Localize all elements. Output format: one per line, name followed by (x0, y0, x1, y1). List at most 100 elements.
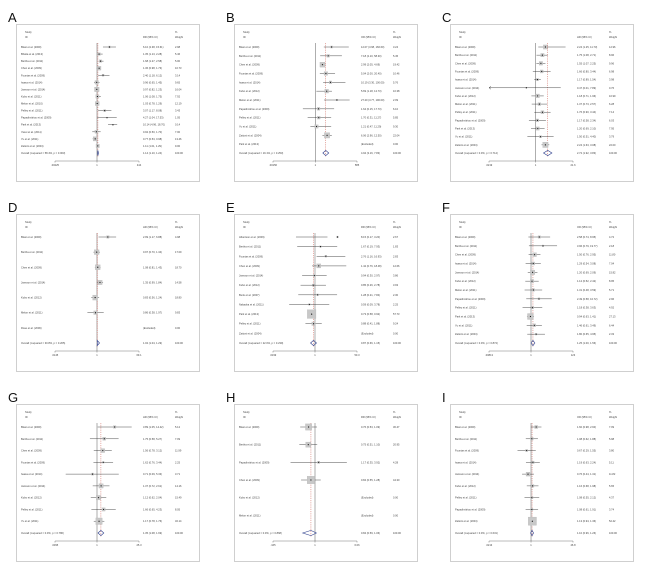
effect-ci-label: 0.73 (0.58, 0.92) (361, 312, 380, 316)
study-label: Chen et al. (2009) (455, 253, 476, 257)
panel-letter: E (226, 200, 235, 215)
weight-label: 100.00 (175, 151, 183, 155)
study-label: Bhatia et al. (2013) (21, 52, 43, 56)
weight-label: 100.00 (175, 531, 183, 535)
effect-ci-label: 3.07 (1.17, 8.08) (143, 109, 162, 113)
point-estimate (329, 81, 332, 83)
point-estimate (102, 74, 104, 76)
weight-label: 14.58 (175, 280, 182, 284)
plot-frame: Study ID RR (95% CI)% Weight .0199 1 50.3 Alber… (234, 214, 418, 372)
point-estimate (94, 296, 96, 299)
header-id: ID (243, 35, 246, 39)
effect-ci-label: 3.96 (0.79, 19.77) (577, 244, 598, 248)
header-weight: Weight (609, 35, 617, 39)
effect-ci-label: 0.97 (0.82, 1.23) (143, 87, 162, 91)
panel-letter: H (226, 390, 236, 405)
weight-label: 100.00 (609, 151, 617, 155)
study-label: Jansson et al. (2014) (455, 270, 479, 274)
weight-label: 100.00 (609, 341, 617, 345)
axis-tick-label: 25.3 (136, 543, 142, 547)
study-label: Yu et al. (2011) (239, 125, 257, 129)
study-label: Melon et al. (2011) (21, 311, 43, 315)
header-id: ID (25, 35, 28, 39)
axis-tick-label: 444 (137, 163, 142, 167)
study-label: Jansson et al. (2014) (455, 472, 479, 476)
study-label: Rose et al. (2009) (21, 326, 42, 330)
panel-letter: D (8, 200, 18, 215)
effect-ci-label: 10.19 (3.30, 100.00) (361, 80, 384, 84)
study-label: Pelley et al. (2011) (455, 110, 477, 114)
effect-ci-label: 1.35 (0.99, 1.84) (143, 280, 162, 284)
study-label: Papadimitriou et al. (2009) (239, 107, 270, 111)
study-label: Iwasa et al. (2014) (455, 262, 476, 266)
study-label: Chen et al. (2009) (239, 63, 260, 67)
effect-ci-label: 10.14 (4.96, 18.70) (143, 123, 165, 127)
weight-label: 22.00 (609, 143, 616, 147)
effect-ci-label: (Excluded) (361, 513, 374, 517)
weight-label: 3.86 (393, 274, 399, 278)
weight-label: 7.00 (175, 130, 181, 134)
effect-ci-label: 0.76 (0.53, 1.09) (361, 425, 380, 429)
weight-label: 5.76 (393, 80, 399, 84)
overall-diamond (97, 529, 105, 537)
point-estimate (544, 46, 546, 48)
effect-ci-label: 1.02 (1.04, 1.29) (143, 341, 162, 345)
plot-frame: Study ID OR (95% CI)% Weight .0213 1 46.8 Blast… (450, 404, 634, 562)
weight-label: 2.25 (393, 302, 399, 306)
study-label: Zattoni et al. (2004) (455, 519, 478, 523)
study-label: Pelley et al. (2011) (21, 109, 43, 113)
study-label: Kubo et al. (2012) (239, 283, 260, 287)
weight-label: 0.00 (175, 326, 181, 330)
overall-diamond (310, 340, 317, 346)
effect-ci-label: 1.12 (0.62, 2.04) (143, 496, 162, 500)
effect-ci-label: 1.67 (0.19, 7.93) (361, 245, 380, 249)
effect-ci-label: 2.24 (1.63, 3.08) (577, 143, 596, 147)
weight-label: 3.14 (175, 73, 181, 77)
effect-ci-label: 0.67 (0.29, 1.55) (577, 449, 596, 453)
study-label: Park et al. (2013) (239, 142, 259, 146)
point-estimate (98, 520, 100, 522)
weight-label: 4.72 (609, 235, 615, 239)
study-label: Pelley et al. (2011) (455, 496, 477, 500)
effect-ci-label: 0.75 (0.51, 1.10) (361, 443, 380, 447)
effect-ci-label: 1.75 (0.58, 5.27) (143, 437, 162, 441)
axis-tick-label: .165 (270, 543, 276, 547)
weight-label: 4.37 (609, 496, 615, 500)
axis-tick-label: .0213 (486, 543, 493, 547)
weight-label: 15.82 (609, 270, 616, 274)
effect-ci-label: 1.55 (1.07, 2.25) (577, 61, 596, 65)
effect-ci-label: 0.77 (0.53, 0.98) (143, 137, 162, 141)
point-estimate (99, 281, 101, 284)
study-label: Melon et al. (2011) (239, 513, 261, 517)
point-estimate (542, 245, 544, 247)
forest-panel-b: B Study ID OR (95% CI)% Weight .00156 1 585 Blas… (220, 10, 418, 182)
study-label: Melon et al. (2011) (455, 288, 477, 292)
header-pct: % (609, 410, 612, 414)
forest-panel-g: G Study ID HR (95% CI)% Weight .0395 1 25.3 Blas… (2, 390, 200, 562)
point-estimate (531, 438, 533, 440)
effect-ci-label: 1.68 (1.27, 2.58) (143, 59, 162, 63)
study-label: Kubo et al. (2012) (239, 89, 260, 93)
point-estimate (96, 102, 98, 105)
point-estimate (112, 124, 114, 126)
effect-ci-label: 1.17 (0.35, 3.92) (361, 460, 380, 464)
weight-label: 11.80 (609, 253, 616, 257)
point-estimate (536, 79, 539, 81)
axis-tick-label: .0219 (486, 163, 493, 167)
weight-label: 11.82 (609, 472, 616, 476)
axis-tick-label: 1 (530, 543, 532, 547)
effect-ci-label: 7.18 (2.10, 58.30) (361, 54, 382, 58)
effect-ci-label: 1.17 (0.58, 2.34) (577, 118, 596, 122)
study-label: Albertson et al. (2009) (239, 235, 265, 239)
effect-ci-label: 1.08 (0.81, 1.43) (143, 265, 162, 269)
overall-diamond (97, 150, 99, 156)
header-pct: % (175, 30, 178, 34)
effect-ci-label: 1.37 (0.73, 2.57) (577, 102, 596, 106)
effect-ci-label: 4.27 (1.04, 17.53) (143, 116, 164, 120)
study-label: Kubo et al. (2012) (239, 496, 260, 500)
weight-label: 4.98 (175, 235, 181, 239)
effect-ci-label: 0.76 (0.44, 1.31) (577, 472, 596, 476)
axis-tick-label: 1 (530, 353, 532, 357)
weight-label: 5.12 (175, 425, 181, 429)
